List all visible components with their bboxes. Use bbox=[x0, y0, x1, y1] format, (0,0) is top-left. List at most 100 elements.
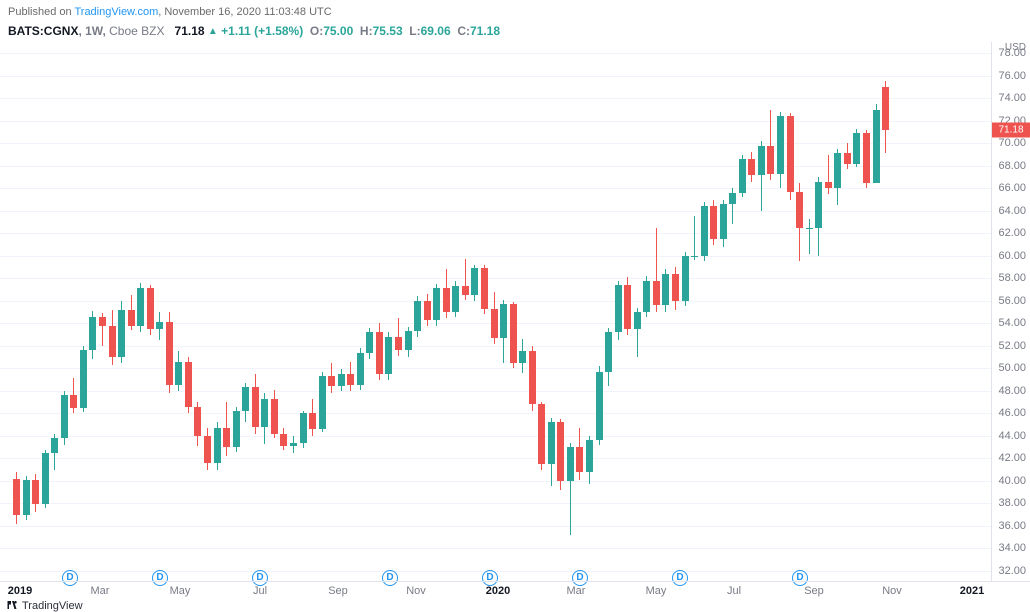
last-price: 71.18 bbox=[175, 24, 205, 38]
y-tick-label: 48.00 bbox=[998, 385, 1026, 397]
y-tick-label: 58.00 bbox=[998, 272, 1026, 284]
candle-body bbox=[510, 304, 517, 363]
gridline bbox=[0, 391, 992, 392]
candle-body bbox=[586, 440, 593, 472]
y-tick-label: 44.00 bbox=[998, 430, 1026, 442]
candle-body bbox=[806, 228, 813, 229]
gridline bbox=[0, 76, 992, 77]
candle-body bbox=[471, 268, 478, 295]
candle-body bbox=[481, 268, 488, 309]
gridline bbox=[0, 571, 992, 572]
y-tick-label: 40.00 bbox=[998, 475, 1026, 487]
x-tick-label: May bbox=[646, 585, 667, 597]
candle-body bbox=[443, 288, 450, 312]
candle-body bbox=[252, 387, 259, 426]
candle-body bbox=[462, 286, 469, 295]
candle-body bbox=[242, 387, 249, 411]
candle-body bbox=[147, 288, 154, 329]
y-tick-label: 34.00 bbox=[998, 542, 1026, 554]
gridline bbox=[0, 166, 992, 167]
candle-body bbox=[156, 322, 163, 329]
candle-body bbox=[758, 146, 765, 175]
y-tick-label: 68.00 bbox=[998, 160, 1026, 172]
close-value: 71.18 bbox=[470, 24, 500, 38]
candle-body bbox=[89, 317, 96, 351]
publish-date: , November 16, 2020 11:03:48 UTC bbox=[158, 6, 331, 18]
gridline bbox=[0, 188, 992, 189]
candle-body bbox=[662, 274, 669, 306]
candle-body bbox=[853, 133, 860, 163]
y-tick-label: 70.00 bbox=[998, 137, 1026, 149]
candle-body bbox=[739, 159, 746, 193]
candle-body bbox=[605, 332, 612, 371]
candle-body bbox=[395, 337, 402, 351]
candle-body bbox=[385, 337, 392, 374]
candle-body bbox=[347, 374, 354, 385]
y-axis[interactable]: USD 32.0034.0036.0038.0040.0042.0044.004… bbox=[991, 42, 1030, 582]
publish-prefix: Published on bbox=[8, 6, 72, 18]
candle-body bbox=[701, 206, 708, 256]
chart-root: { "publish": {"prefix":"Published on","s… bbox=[0, 0, 1030, 612]
candle-wick bbox=[809, 219, 810, 254]
gridline bbox=[0, 211, 992, 212]
gridline bbox=[0, 368, 992, 369]
x-tick-label: Mar bbox=[567, 585, 586, 597]
x-tick-label: Nov bbox=[406, 585, 426, 597]
candle-body bbox=[309, 413, 316, 429]
candle-body bbox=[682, 256, 689, 301]
candle-body bbox=[194, 407, 201, 436]
candle-body bbox=[280, 434, 287, 446]
candle-body bbox=[557, 422, 564, 481]
candle-body bbox=[567, 447, 574, 481]
candle-body bbox=[624, 285, 631, 329]
y-tick-label: 42.00 bbox=[998, 452, 1026, 464]
y-tick-label: 52.00 bbox=[998, 340, 1026, 352]
candle-body bbox=[873, 110, 880, 183]
chart-plot-area[interactable]: DDDDDDDD bbox=[0, 42, 992, 582]
y-tick-label: 64.00 bbox=[998, 205, 1026, 217]
candle-body bbox=[548, 422, 555, 464]
candle-body bbox=[214, 428, 221, 463]
exchange: Cboe BZX bbox=[106, 24, 165, 38]
y-tick-label: 46.00 bbox=[998, 407, 1026, 419]
y-tick-label: 54.00 bbox=[998, 317, 1026, 329]
candle-body bbox=[128, 310, 135, 326]
y-tick-label: 76.00 bbox=[998, 70, 1026, 82]
x-axis[interactable]: 2019MarMayJulSepNov2020MarMayJulSepNov20… bbox=[0, 581, 1030, 600]
candle-body bbox=[357, 353, 364, 386]
gridline bbox=[0, 436, 992, 437]
candle-body bbox=[271, 399, 278, 434]
candle-body bbox=[32, 480, 39, 505]
y-tick-label: 36.00 bbox=[998, 520, 1026, 532]
candle-body bbox=[405, 331, 412, 350]
candle-body bbox=[796, 192, 803, 228]
y-tick-label: 32.00 bbox=[998, 565, 1026, 577]
x-tick-label: Jul bbox=[253, 585, 267, 597]
up-arrow-icon: ▲ bbox=[208, 26, 218, 37]
x-tick-label: Sep bbox=[804, 585, 824, 597]
candle-body bbox=[42, 453, 49, 505]
y-tick-label: 74.00 bbox=[998, 92, 1026, 104]
gridline bbox=[0, 53, 992, 54]
gridline bbox=[0, 256, 992, 257]
candle-body bbox=[815, 182, 822, 228]
gridline bbox=[0, 548, 992, 549]
candle-body bbox=[500, 304, 507, 338]
footer: TradingView bbox=[6, 600, 83, 612]
candle-body bbox=[338, 374, 345, 386]
candle-body bbox=[825, 182, 832, 189]
candle-body bbox=[643, 281, 650, 313]
footer-text: TradingView bbox=[22, 600, 83, 612]
gridline bbox=[0, 346, 992, 347]
candle-body bbox=[729, 193, 736, 204]
candle-body bbox=[109, 326, 116, 358]
candle-body bbox=[166, 322, 173, 385]
y-tick-label: 78.00 bbox=[998, 47, 1026, 59]
x-tick-label: Nov bbox=[882, 585, 902, 597]
gridline bbox=[0, 121, 992, 122]
publish-info: Published on TradingView.com, November 1… bbox=[8, 6, 332, 18]
candle-body bbox=[290, 443, 297, 446]
low-value: 69.06 bbox=[421, 24, 451, 38]
candle-body bbox=[319, 376, 326, 429]
candle-body bbox=[137, 288, 144, 325]
